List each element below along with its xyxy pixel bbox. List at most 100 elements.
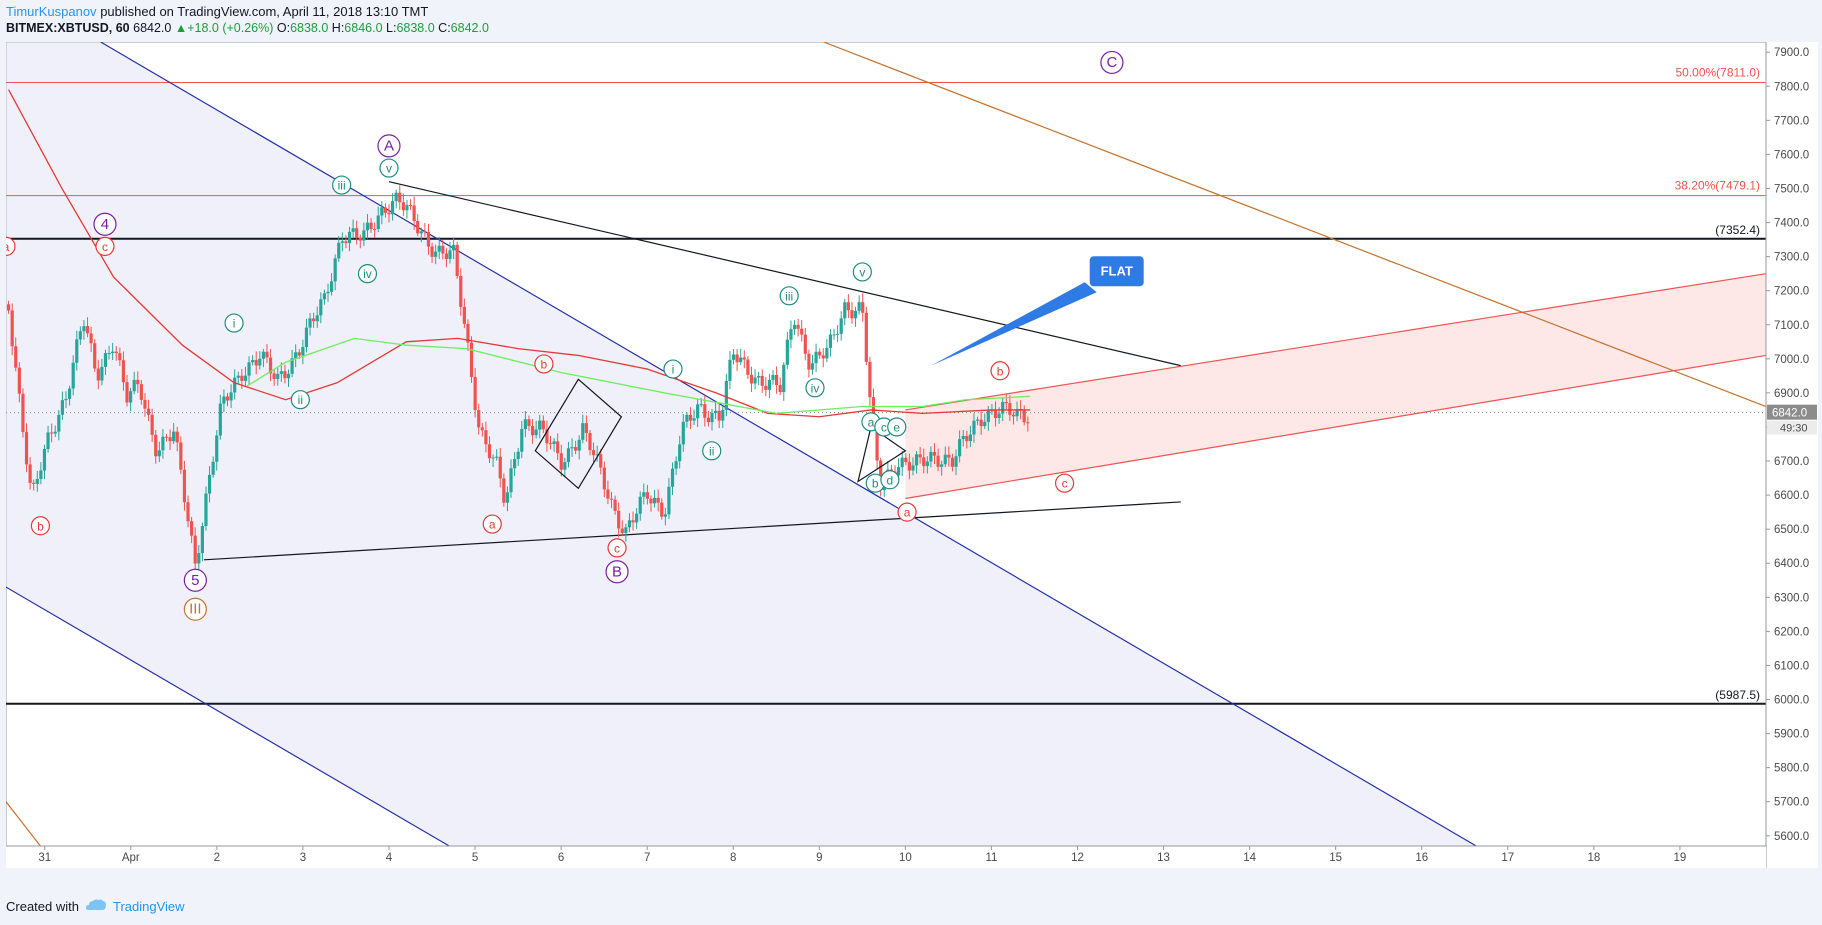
candle-body [789,329,793,340]
candle-body [469,342,474,377]
price-axis: 7900.0 7800.0 7700.0 7600.0 7500.0 7400.0 7300… [1765,42,1818,868]
candle-body [42,449,47,471]
candle-body [624,527,628,533]
candle-body [179,442,183,470]
wave-label-circle [805,378,825,398]
candle-body [347,231,352,244]
price-tick-label: 7300.0 [1774,252,1809,264]
time-tick-label: 15 [1329,852,1342,864]
price-tick-label: 7800.0 [1774,81,1809,93]
candle-body [839,318,843,334]
candle-body [211,461,215,475]
candle-body [437,245,441,252]
candle-body [936,455,940,467]
wave-label-circle [990,361,1010,381]
candle-body [455,244,459,277]
candle-body [907,462,911,471]
price-tick-label: 7600.0 [1774,149,1809,161]
wave-label-circle [379,158,399,178]
wave-label-circle [183,568,207,592]
candle-body [868,361,872,398]
time-tick-label: 6 [558,852,564,864]
wave-label-circle [183,597,207,621]
price-chart[interactable]: 50.00%(7811.0) 38.20%(7479.1) (7352.4) (598… [6,42,1818,868]
price-tick-label: 7100.0 [1774,320,1809,332]
wave-label: c [881,420,887,434]
candle-body [785,339,789,365]
candle-body [674,461,678,469]
candle-body [638,496,642,514]
author-link[interactable]: TimurKuspanov [6,4,97,19]
candle-body [681,421,685,445]
candle-body [556,441,560,454]
candle-body [434,251,438,257]
candle-body [588,432,592,451]
candle-body [875,422,879,461]
candle-body [591,450,596,456]
candle-body [731,354,736,360]
candle-body [340,241,344,243]
wave-label-circle [779,286,799,306]
candle-body [879,460,883,490]
fib-level-label: 38.20%(7479.1) [1675,179,1760,193]
countdown-text: 49:30 [1780,423,1808,435]
candle-body [810,363,815,370]
symbol-label[interactable]: BITMEX:XBTUSD, 60 [6,21,130,35]
wave-label: iii [338,179,346,193]
time-tick-label: 17 [1501,852,1514,864]
wave-label: c [614,541,620,555]
candle-body [190,521,194,536]
last-price: 6842.0 [133,21,172,35]
candle-body [200,526,204,554]
candle-body [17,367,21,394]
candle-body [416,221,420,234]
candle-body [60,400,65,415]
candle-body [570,447,574,449]
candle-body [125,382,129,403]
wave-label: a [904,506,911,520]
candle-body [268,357,273,374]
wave-label: b [872,477,879,491]
price-tick-label: 7400.0 [1774,218,1809,230]
candle-body [857,302,861,311]
price-tick-label: 5900.0 [1774,729,1809,741]
wave-label: e [893,420,900,434]
wave-label: ii [298,393,303,407]
candle-body [703,404,707,418]
candle-body [451,244,456,251]
candle-body [480,427,484,431]
candle-body [67,388,72,399]
candle-body [473,376,477,411]
candle-body [767,379,772,390]
candle-body [103,353,108,367]
candle-body [818,351,822,356]
candle-body [721,409,725,421]
candle-body [240,375,244,381]
trend-line [6,586,450,847]
published-text: published on TradingView.com, April 11, … [100,4,429,19]
candle-body [236,375,240,378]
created-with-text: Created with [6,898,79,914]
candle-body [688,414,693,421]
wave-label-circle [702,441,722,461]
tradingview-brand-link[interactable]: TradingView [112,898,185,914]
candle-body [530,426,535,436]
chart-area[interactable] [6,42,1767,868]
price-tick-label: 7200.0 [1774,286,1809,298]
candle-body [355,228,359,238]
candle-body [312,318,316,322]
candle-body [821,355,825,359]
candle-body [620,528,624,533]
candle-body [739,357,743,363]
candle-body [922,457,926,467]
low-label: L: [386,21,397,35]
candle-body [308,318,312,328]
time-tick-label: 12 [1071,852,1084,864]
wave-label: a [868,415,875,429]
candle-body [990,410,994,412]
candle-body [394,192,398,202]
candle-body [462,306,466,324]
wave-label: 4 [101,216,109,233]
candle-body [329,281,334,292]
candle-body [100,366,104,381]
